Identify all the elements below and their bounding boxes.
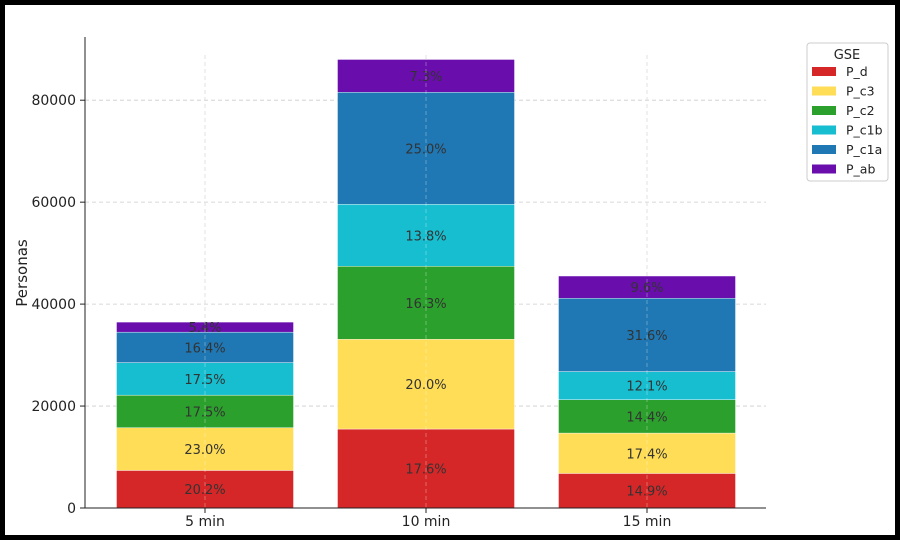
bar-segment-P_ab [558,275,736,299]
legend-entry: P_ab [846,162,875,177]
legend-swatch [812,86,836,96]
data-label: 16.3% [405,297,446,312]
y-tick-label: 0 [67,501,76,517]
y-tick-label: 60000 [31,195,76,211]
y-tick-label: 80000 [31,93,76,109]
bar-segment-P_c2 [337,266,515,340]
legend-swatch [812,67,836,76]
data-label: 7.3% [409,70,442,85]
bar-segment-P_d [337,428,515,509]
bar-segment-P_ab [116,321,294,333]
legend-entry: P_c1a [846,142,882,157]
data-label: 20.2% [184,483,225,498]
y-axis-label: Personas [13,239,31,307]
bar-segment-P_c1b [558,371,736,400]
data-label: 31.6% [626,329,667,344]
legend-entry: P_d [846,64,868,79]
bar-segment-P_ab [337,59,515,93]
legend-swatch [812,106,836,115]
y-tick-label: 20000 [31,399,76,415]
bar-segment-P_d [116,470,294,509]
data-label: 23.0% [184,443,225,458]
y-tick-label: 40000 [31,297,76,313]
legend-swatch [812,164,836,174]
bar-segment-P_d [558,473,736,509]
bar-segment-P_c1a [337,92,515,205]
data-label: 20.0% [405,378,446,393]
data-label: 9.6% [630,281,663,296]
x-tick-label: 15 min [623,514,672,530]
bar-segment-P_c1b [116,362,294,396]
bar-segment-P_c1b [337,204,515,267]
legend-title: GSE [834,48,861,63]
x-tick-label: 10 min [402,514,451,530]
axes: 0 20000 40000 60000 80000 5 min 10 min 15 min [31,37,766,530]
data-label: 14.9% [626,485,667,500]
bar-segment-P_c2 [116,394,294,428]
bar-segment-P_c2 [558,399,736,434]
bar-segment-P_c1a [116,331,294,363]
legend-entry: P_c2 [846,103,875,118]
legend-swatch [812,145,836,154]
data-label: 13.8% [405,229,446,244]
legend-swatch [812,125,836,135]
data-label: 12.1% [626,380,667,395]
data-label: 16.4% [184,341,225,356]
data-label: 25.0% [405,142,446,157]
x-tick-label: 5 min [185,514,225,530]
data-label: 17.4% [626,447,667,462]
legend-entry: P_c1b [846,123,883,138]
bar-segment-P_c3 [337,339,515,430]
data-label: 14.4% [626,410,667,425]
bar-segment-P_c1a [558,298,736,372]
data-label: 17.5% [184,373,225,388]
bars: 20.2% 23.0% 17.5% 17.5% 16.4% 5.4% 17.6% 20.0% 1… [116,55,736,509]
data-label: 17.6% [405,463,446,478]
data-label: 17.5% [184,405,225,420]
bar-segment-P_c3 [558,432,736,474]
legend-entry: P_c3 [846,84,875,99]
data-label: 5.4% [188,321,221,336]
bar-segment-P_c3 [116,427,294,471]
